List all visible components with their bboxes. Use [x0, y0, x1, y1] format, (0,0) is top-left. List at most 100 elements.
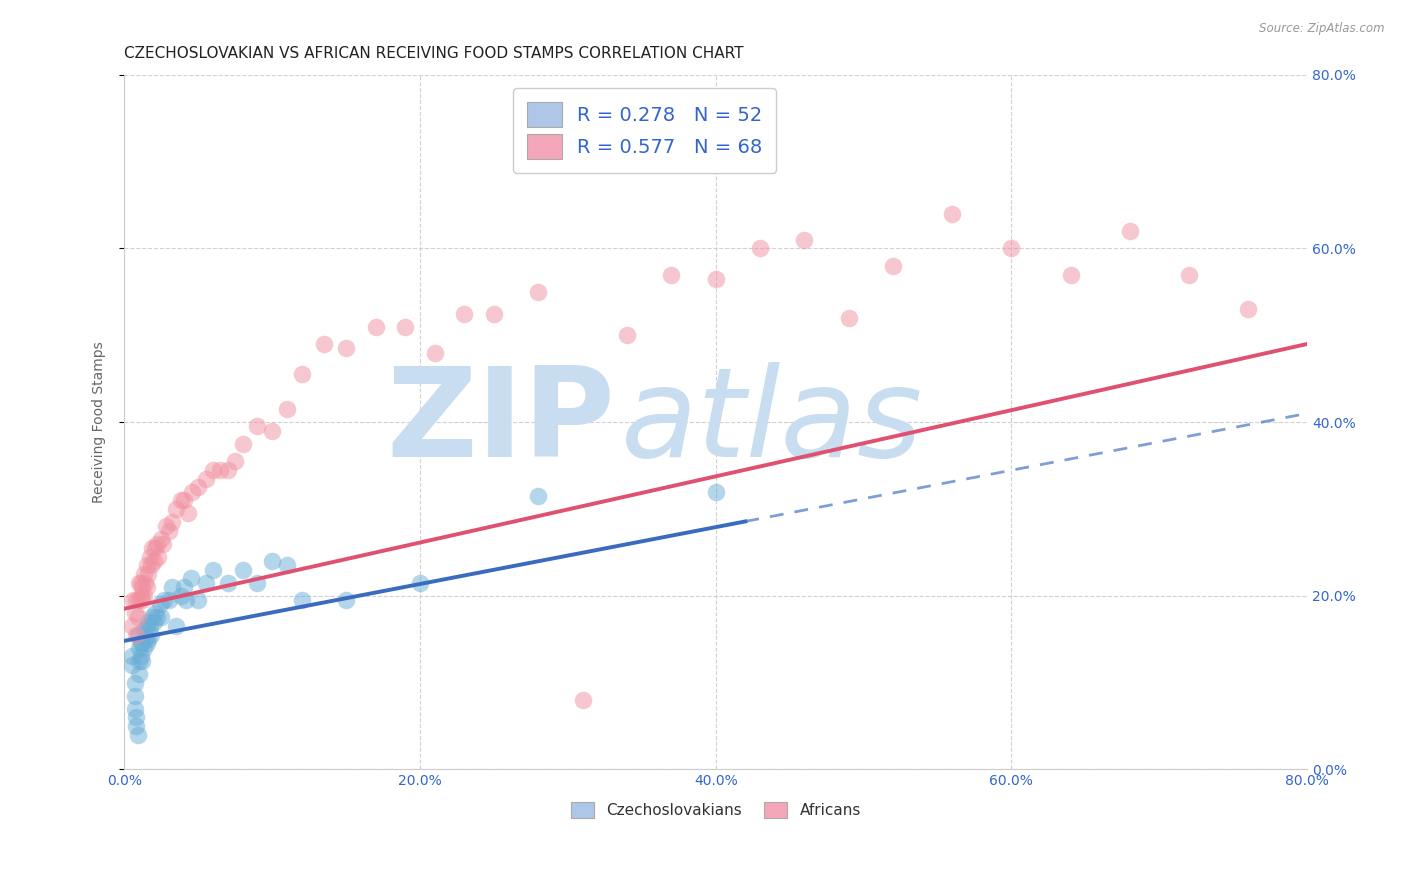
Point [124, 689, 146, 703]
Point [394, 319, 416, 334]
Point [176, 593, 198, 607]
Point [187, 593, 209, 607]
Point [136, 566, 159, 581]
Point [131, 580, 153, 594]
Point [941, 207, 963, 221]
Point [141, 541, 163, 555]
Point [1059, 268, 1081, 282]
Point [132, 589, 155, 603]
Point [704, 484, 727, 499]
Point [202, 563, 225, 577]
Point [246, 575, 269, 590]
Point [127, 728, 149, 742]
Point [141, 610, 163, 624]
Point [1000, 242, 1022, 256]
Point [136, 632, 159, 646]
Point [165, 502, 187, 516]
Point [217, 463, 239, 477]
Point [124, 675, 146, 690]
Text: CZECHOSLOVAKIAN VS AFRICAN RECEIVING FOOD STAMPS CORRELATION CHART: CZECHOSLOVAKIAN VS AFRICAN RECEIVING FOO… [124, 46, 744, 62]
Point [135, 636, 157, 650]
Point [169, 493, 191, 508]
Point [134, 632, 156, 646]
Point [527, 489, 550, 503]
Point [125, 710, 148, 724]
Point [125, 628, 148, 642]
Point [262, 424, 284, 438]
Point [157, 593, 180, 607]
Point [148, 549, 170, 564]
Point [146, 610, 169, 624]
Point [131, 636, 153, 650]
Point [364, 319, 387, 334]
Point [128, 666, 150, 681]
Point [527, 285, 550, 299]
Point [142, 615, 165, 629]
Point [121, 649, 143, 664]
Point [122, 593, 145, 607]
Point [177, 506, 200, 520]
Point [793, 233, 815, 247]
Point [202, 463, 225, 477]
Point [160, 515, 183, 529]
Point [194, 575, 217, 590]
Point [125, 593, 148, 607]
Point [124, 701, 146, 715]
Point [276, 558, 298, 573]
Point [128, 654, 150, 668]
Point [129, 649, 152, 664]
Point [291, 368, 314, 382]
Point [145, 606, 167, 620]
Point [1237, 302, 1260, 317]
Point [276, 402, 298, 417]
Point [194, 471, 217, 485]
Point [217, 575, 239, 590]
Point [749, 242, 772, 256]
Point [149, 598, 172, 612]
Point [129, 636, 152, 650]
Text: ZIP: ZIP [387, 361, 616, 483]
Point [173, 493, 195, 508]
Point [246, 419, 269, 434]
Point [704, 272, 727, 286]
Point [482, 307, 505, 321]
Point [157, 524, 180, 538]
Point [838, 310, 860, 325]
Legend: Czechoslovakians, Africans: Czechoslovakians, Africans [564, 796, 868, 824]
Point [571, 693, 593, 707]
Point [134, 575, 156, 590]
Point [335, 593, 357, 607]
Point [129, 589, 152, 603]
Point [160, 580, 183, 594]
Text: Source: ZipAtlas.com: Source: ZipAtlas.com [1260, 22, 1385, 36]
Point [165, 619, 187, 633]
Point [125, 719, 148, 733]
Point [142, 554, 165, 568]
Point [132, 566, 155, 581]
Y-axis label: Receiving Food Stamps: Receiving Food Stamps [93, 342, 107, 503]
Point [152, 536, 174, 550]
Point [169, 589, 191, 603]
Point [124, 606, 146, 620]
Point [335, 341, 357, 355]
Point [312, 337, 335, 351]
Point [121, 658, 143, 673]
Point [150, 533, 173, 547]
Point [129, 575, 152, 590]
Point [423, 345, 446, 359]
Point [131, 593, 153, 607]
Point [661, 268, 683, 282]
Point [128, 593, 150, 607]
Point [135, 558, 157, 573]
Point [1178, 268, 1201, 282]
Point [1118, 224, 1140, 238]
Point [232, 437, 254, 451]
Point [132, 640, 155, 655]
Point [181, 484, 204, 499]
Point [155, 519, 177, 533]
Point [138, 619, 160, 633]
Point [131, 654, 153, 668]
Point [139, 558, 162, 573]
Point [180, 571, 202, 585]
Point [128, 575, 150, 590]
